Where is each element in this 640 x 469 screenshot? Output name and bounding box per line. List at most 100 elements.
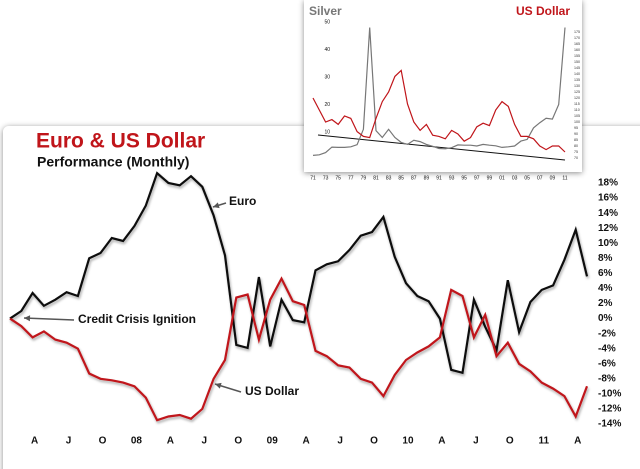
y2-tick-label: 105 bbox=[574, 114, 580, 118]
x-tick-label: 79 bbox=[361, 175, 367, 181]
x-tick-label: 91 bbox=[436, 175, 442, 181]
x-tick-label: J bbox=[66, 436, 72, 447]
series-line bbox=[312, 69, 566, 153]
y-tick-label: 18% bbox=[598, 178, 618, 189]
annotation-arrow bbox=[23, 317, 75, 321]
x-tick-label: 03 bbox=[512, 175, 518, 181]
arrow-head bbox=[24, 315, 31, 322]
chart-title: Euro & US Dollar bbox=[36, 130, 205, 153]
y2-tick-label: 70 bbox=[574, 156, 578, 160]
main-plot: 18% 16% 14% 12% 10% 8% 6% 4% 2% 0% -2% -4% -6% -8% -10… bbox=[9, 171, 621, 447]
y-tick-label: 6% bbox=[598, 268, 613, 279]
arrow-head bbox=[215, 382, 222, 389]
y2-tick-label: 95 bbox=[574, 126, 578, 130]
x-tick-label: A bbox=[574, 436, 581, 447]
x-tick-label: J bbox=[473, 436, 479, 447]
x-tick-label: 11 bbox=[562, 175, 567, 181]
x-tick-label: 85 bbox=[398, 175, 404, 181]
x-tick-label: 81 bbox=[373, 175, 379, 181]
inset-panel bbox=[304, 0, 582, 172]
y2-tick-label: 155 bbox=[574, 54, 580, 58]
y2-tick-label: 85 bbox=[574, 138, 578, 142]
x-tick-label: 01 bbox=[499, 175, 505, 181]
main-panel bbox=[3, 126, 640, 469]
y2-tick-label: 150 bbox=[574, 60, 580, 64]
y2-tick-label: 175 bbox=[574, 30, 580, 34]
y2-tick-label: 80 bbox=[574, 144, 578, 148]
x-tick-label: 87 bbox=[411, 175, 417, 181]
y-tick-label: 8% bbox=[598, 253, 613, 264]
x-tick-label: 99 bbox=[487, 175, 493, 181]
y-tick-label: -6% bbox=[598, 358, 616, 369]
series-line bbox=[9, 276, 589, 422]
y-tick-label: -14% bbox=[598, 419, 621, 430]
x-tick-label: 08 bbox=[131, 436, 143, 447]
y-tick-label: 10 bbox=[324, 129, 330, 135]
y2-tick-label: 145 bbox=[574, 66, 580, 70]
y2-tick-label: 125 bbox=[574, 90, 580, 94]
x-tick-label: A bbox=[303, 436, 310, 447]
legend-label: Silver bbox=[309, 4, 342, 18]
chart-subtitle: Performance (Monthly) bbox=[37, 154, 189, 170]
annotation: Euro bbox=[229, 194, 256, 208]
x-tick-label: A bbox=[438, 436, 445, 447]
legend-label: US Dollar bbox=[516, 4, 570, 18]
y-tick-label: 40 bbox=[324, 47, 330, 53]
x-tick-label: 83 bbox=[386, 175, 392, 181]
x-tick-label: O bbox=[99, 436, 107, 447]
x-tick-label: O bbox=[234, 436, 242, 447]
y2-tick-label: 75 bbox=[574, 150, 578, 154]
x-tick-label: O bbox=[370, 436, 378, 447]
arrow-head bbox=[213, 202, 220, 209]
y-tick-label: 2% bbox=[598, 298, 613, 309]
x-tick-label: 07 bbox=[537, 175, 543, 181]
y-tick-label: -10% bbox=[598, 389, 621, 400]
x-tick-label: 09 bbox=[267, 436, 279, 447]
y2-tick-label: 160 bbox=[574, 48, 580, 52]
y-tick-label: 0% bbox=[598, 313, 613, 324]
y2-tick-label: 170 bbox=[574, 36, 580, 40]
x-tick-label: 97 bbox=[474, 175, 480, 181]
x-tick-label: J bbox=[337, 436, 343, 447]
x-tick-label: J bbox=[202, 436, 208, 447]
y-tick-label: -12% bbox=[598, 404, 621, 415]
x-tick-label: 93 bbox=[449, 175, 455, 181]
inset-plot: 10 20 30 40 50 70 75 80 85 90 95 100 105 110 115 120 125… bbox=[309, 4, 580, 181]
y-tick-label: 16% bbox=[598, 193, 618, 204]
y2-tick-label: 130 bbox=[574, 84, 580, 88]
x-tick-label: A bbox=[31, 436, 38, 447]
y-tick-label: -4% bbox=[598, 343, 616, 354]
x-tick-label: 73 bbox=[323, 175, 329, 181]
y2-tick-label: 115 bbox=[574, 102, 580, 106]
annotation: Credit Crisis Ignition bbox=[78, 312, 196, 326]
annotation: US Dollar bbox=[245, 384, 299, 398]
y-tick-label: 10% bbox=[598, 238, 618, 249]
y-tick-label: 30 bbox=[324, 74, 330, 80]
y2-tick-label: 120 bbox=[574, 96, 580, 100]
y-tick-label: 14% bbox=[598, 208, 618, 219]
x-tick-label: 05 bbox=[524, 175, 530, 181]
y2-tick-label: 140 bbox=[574, 72, 580, 76]
y-tick-label: 50 bbox=[324, 19, 330, 25]
y2-tick-label: 165 bbox=[574, 42, 580, 46]
x-tick-label: 95 bbox=[461, 175, 467, 181]
series-line bbox=[312, 27, 566, 156]
x-tick-label: A bbox=[167, 436, 174, 447]
x-tick-label: 09 bbox=[550, 175, 556, 181]
y-tick-label: -2% bbox=[598, 328, 616, 339]
y-tick-label: -8% bbox=[598, 373, 616, 384]
y-tick-label: 4% bbox=[598, 283, 613, 294]
y2-tick-label: 90 bbox=[574, 132, 578, 136]
y-tick-label: 12% bbox=[598, 223, 618, 234]
x-tick-label: 71 bbox=[310, 175, 316, 181]
y-tick-label: 20 bbox=[324, 102, 330, 108]
x-tick-label: 10 bbox=[402, 436, 414, 447]
x-tick-label: O bbox=[506, 436, 514, 447]
x-tick-label: 77 bbox=[348, 175, 354, 181]
y2-tick-label: 135 bbox=[574, 78, 580, 82]
y2-tick-label: 110 bbox=[574, 108, 580, 112]
x-tick-label: 89 bbox=[424, 175, 430, 181]
y2-tick-label: 100 bbox=[574, 120, 580, 124]
x-tick-label: 11 bbox=[538, 436, 549, 447]
